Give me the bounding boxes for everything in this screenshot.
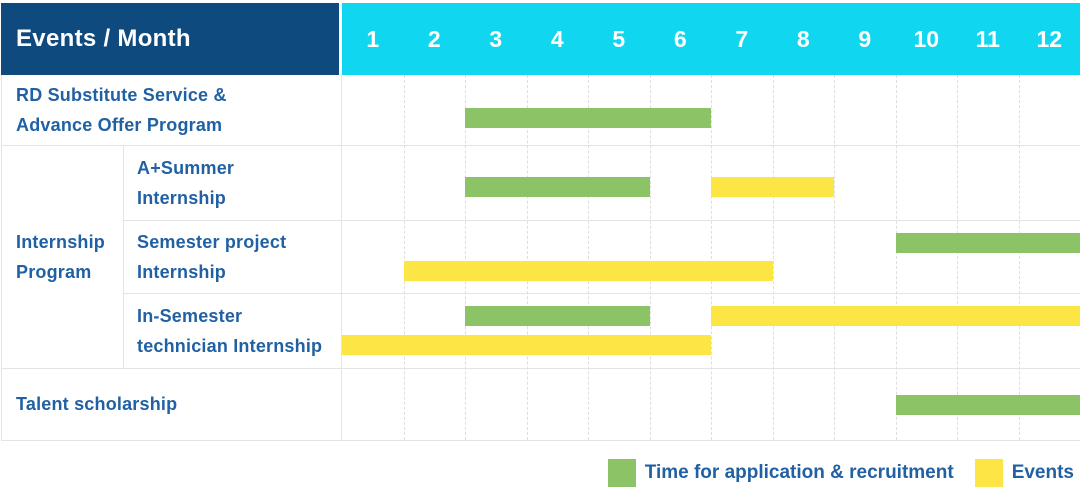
row-label-line: Internship [137, 261, 227, 282]
row-label-line: Internship [16, 231, 106, 252]
month-gridline [527, 75, 528, 440]
label-month-divider [341, 75, 342, 440]
month-header-cell: 9 [858, 25, 872, 52]
row-label-semester-project-internship: Semester project Internship [123, 220, 341, 293]
gantt-bar-event [342, 335, 711, 355]
row-label-line: RD Substitute Service & [16, 85, 227, 105]
table-left-border [1, 75, 2, 440]
row-label-a-summer-internship: A+Summer Internship [123, 145, 341, 220]
month-header-cell: 6 [673, 25, 687, 52]
month-header-cell: 11 [975, 25, 1000, 52]
gantt-bar-event [711, 306, 1080, 326]
month-gridline [465, 75, 466, 440]
legend-label-application: Time for application & recruitment [644, 462, 954, 483]
row-divider [1, 368, 1080, 369]
row-label-line: Semester project [137, 231, 287, 252]
month-gridline [896, 75, 897, 440]
month-gridline [711, 75, 712, 440]
table-bottom-border [1, 440, 1080, 441]
gantt-bar-application [465, 306, 650, 326]
month-header-cell: 4 [550, 25, 564, 52]
month-header-cell: 7 [735, 25, 749, 52]
row-label-in-semester-technician-internship: In-Semester technician Internship [123, 293, 341, 368]
gantt-bar-application [465, 108, 711, 128]
row-label-internship-program: Internship Program [1, 145, 123, 368]
legend-swatch-event [974, 459, 1003, 487]
month-gridline [1019, 75, 1020, 440]
month-header-cell: 8 [796, 25, 810, 52]
month-header-cell: 12 [1036, 25, 1063, 52]
month-header-cell: 10 [913, 25, 940, 52]
row-label-rd: RD Substitute Service & Advance Offer Pr… [1, 75, 341, 145]
legend-label-event: Events [1011, 462, 1074, 483]
month-header-cell: 3 [489, 25, 503, 52]
row-label-line: A+Summer [137, 157, 235, 178]
month-gridline [834, 75, 835, 440]
legend: Time for application & recruitment Event… [607, 459, 1074, 487]
sublabel-divider [123, 145, 124, 368]
month-gridline [404, 75, 405, 440]
gantt-bar-event [404, 261, 773, 281]
month-gridline [650, 75, 651, 440]
legend-swatch-application [607, 459, 636, 487]
month-gridline [957, 75, 958, 440]
row-label-line: In-Semester [137, 305, 243, 326]
month-header-cell: 1 [366, 25, 380, 52]
gantt-bar-application [896, 395, 1080, 415]
row-divider [123, 220, 1080, 221]
row-label-line: Talent scholarship [16, 394, 178, 414]
row-label-line: Program [16, 261, 92, 282]
row-label-line: Advance Offer Program [16, 115, 223, 135]
month-gridline [773, 75, 774, 440]
row-label-line: technician Internship [137, 335, 323, 356]
row-label-talent-scholarship: Talent scholarship [1, 368, 341, 440]
gantt-bar-application [896, 233, 1080, 253]
month-header-cell: 2 [427, 25, 441, 52]
row-label-line: Internship [137, 187, 227, 208]
events-month-title: Events / Month [16, 25, 191, 52]
gantt-bar-application [465, 177, 650, 197]
month-header-row: 1 2 3 4 5 6 7 8 9 10 11 12 [342, 3, 1080, 75]
row-divider [123, 293, 1080, 294]
row-divider [1, 145, 1080, 146]
month-gridline [588, 75, 589, 440]
gantt-bar-event [711, 177, 834, 197]
events-month-header-cell: Events / Month [1, 3, 339, 75]
month-header-cell: 5 [612, 25, 626, 52]
